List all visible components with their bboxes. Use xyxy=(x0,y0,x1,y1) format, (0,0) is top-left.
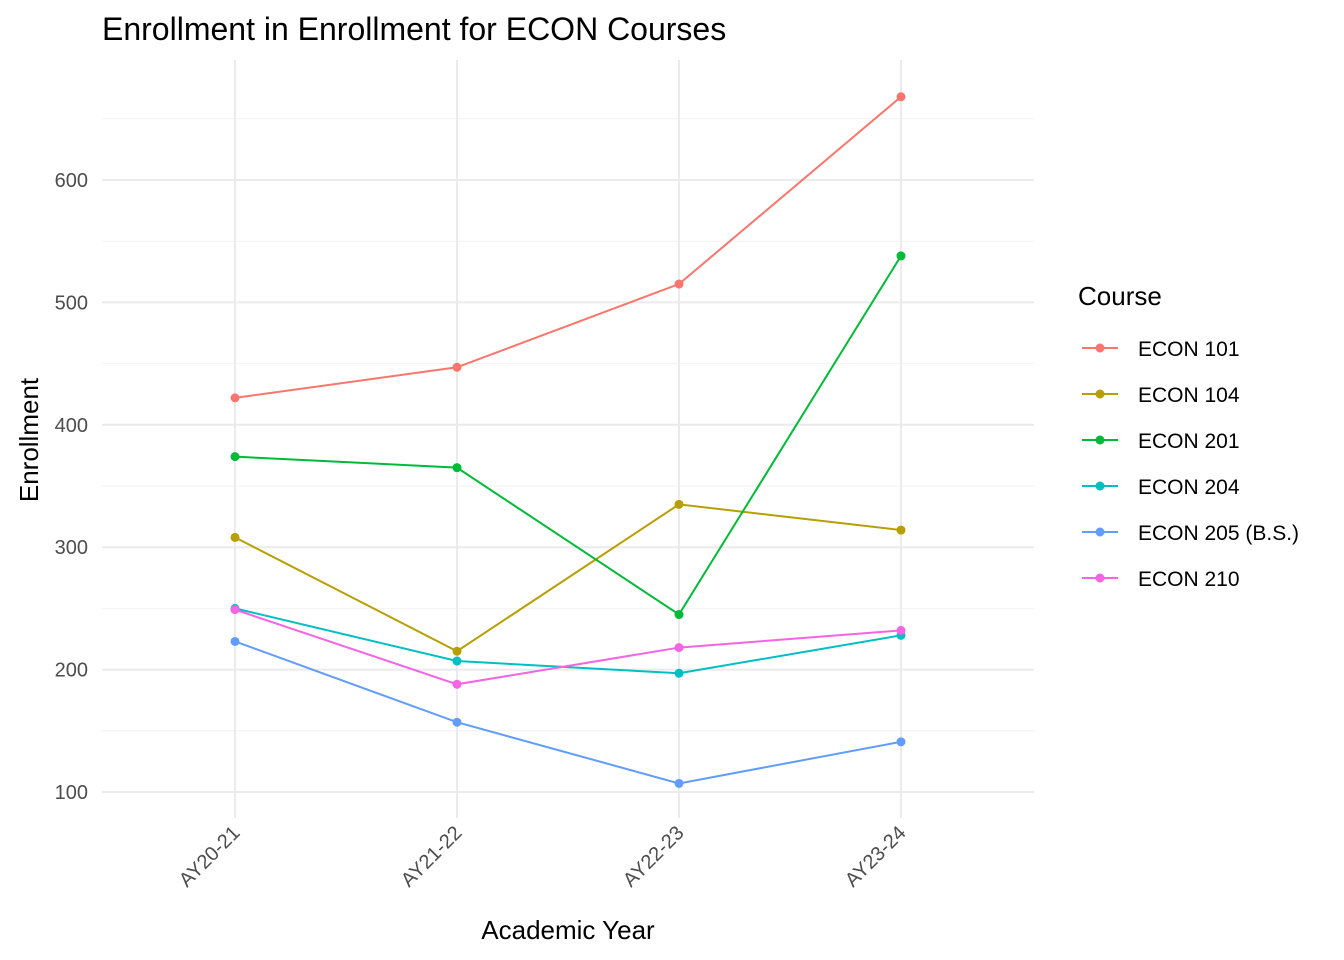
legend-key-point xyxy=(1095,527,1105,537)
legend-label: ECON 201 xyxy=(1138,430,1240,453)
data-point xyxy=(452,717,462,727)
x-axis-ticks: AY20-21 AY21-22 AY22-23 AY23-24 xyxy=(175,822,911,892)
legend-item: ECON 210 xyxy=(1082,568,1240,591)
legend-label: ECON 205 (B.S.) xyxy=(1138,522,1299,545)
y-axis-ticks: 100 200 300 400 500 600 xyxy=(55,170,88,804)
legend-label: ECON 101 xyxy=(1138,338,1240,361)
legend-label: ECON 210 xyxy=(1138,568,1240,591)
data-point xyxy=(230,636,240,646)
legend-label: ECON 204 xyxy=(1138,476,1240,499)
data-point xyxy=(674,643,684,653)
data-point xyxy=(674,499,684,509)
series-line xyxy=(234,608,902,686)
series-line xyxy=(234,607,902,675)
series-econ-201 xyxy=(230,251,906,620)
legend-item: ECON 201 xyxy=(1082,430,1240,453)
data-point xyxy=(896,92,906,102)
data-point xyxy=(452,463,462,473)
y-tick-label: 600 xyxy=(55,170,88,192)
data-point xyxy=(452,656,462,666)
legend-title: Course xyxy=(1078,281,1162,311)
data-point xyxy=(452,362,462,372)
data-point xyxy=(674,279,684,289)
x-tick-label: AY21-22 xyxy=(397,822,467,892)
series-econ-205-b-s xyxy=(230,636,906,788)
y-axis-title: Enrollment xyxy=(14,377,44,502)
x-axis-title: Academic Year xyxy=(481,915,655,945)
data-point xyxy=(452,646,462,656)
legend-key-point xyxy=(1095,435,1105,445)
legend-item: ECON 104 xyxy=(1082,384,1240,407)
data-point xyxy=(896,625,906,635)
data-point xyxy=(674,668,684,678)
chart-title: Enrollment in Enrollment for ECON Course… xyxy=(102,11,726,47)
grid xyxy=(102,60,1034,818)
x-tick-label: AY20-21 xyxy=(175,822,245,892)
legend-item: ECON 205 (B.S.) xyxy=(1082,522,1299,545)
data-point xyxy=(230,393,240,403)
legend-key-point xyxy=(1095,343,1105,353)
series-line xyxy=(234,640,902,785)
data-point xyxy=(896,525,906,535)
x-tick-label: AY22-23 xyxy=(619,822,689,892)
y-tick-label: 200 xyxy=(55,660,88,682)
legend-key-point xyxy=(1095,481,1105,491)
series-econ-210 xyxy=(230,605,906,689)
y-tick-label: 500 xyxy=(55,292,88,314)
series-line xyxy=(234,96,902,399)
legend-item: ECON 204 xyxy=(1082,476,1240,499)
y-tick-label: 100 xyxy=(55,782,88,804)
legend-items: ECON 101 ECON 104 ECON 201 ECON 204 ECON 205… xyxy=(1082,338,1299,591)
legend-label: ECON 104 xyxy=(1138,384,1240,407)
data-point xyxy=(674,610,684,620)
legend-item: ECON 101 xyxy=(1082,338,1240,361)
data-point xyxy=(896,737,906,747)
data-point xyxy=(452,679,462,689)
data-point xyxy=(230,532,240,542)
data-point xyxy=(230,605,240,615)
series-econ-104 xyxy=(230,499,906,656)
legend-key-point xyxy=(1095,389,1105,399)
y-tick-label: 400 xyxy=(55,415,88,437)
series-line xyxy=(234,503,902,653)
legend-key-point xyxy=(1095,573,1105,583)
series-lines xyxy=(230,92,906,788)
data-point xyxy=(674,778,684,788)
data-point xyxy=(230,452,240,462)
x-tick-label: AY23-24 xyxy=(841,822,911,892)
y-tick-label: 300 xyxy=(55,537,88,559)
data-point xyxy=(896,251,906,261)
series-line xyxy=(234,255,902,616)
series-econ-101 xyxy=(230,92,906,403)
